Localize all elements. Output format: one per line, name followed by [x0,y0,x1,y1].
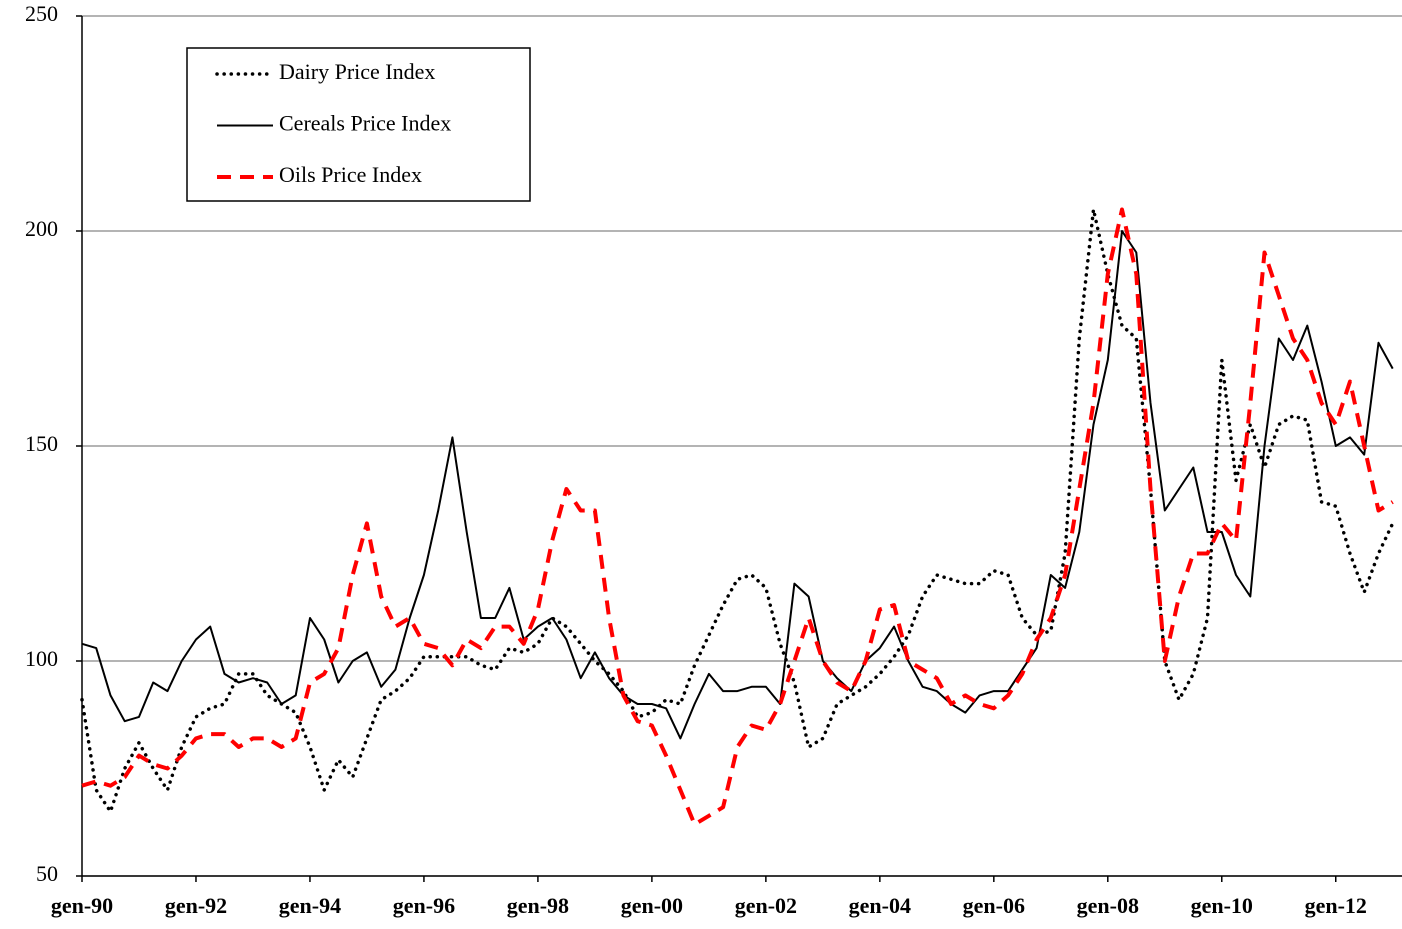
x-tick-label: gen-06 [963,893,1025,918]
legend-label: Dairy Price Index [279,59,435,84]
x-tick-label: gen-96 [393,893,455,918]
x-tick-label: gen-00 [621,893,683,918]
y-tick-label: 150 [25,431,58,456]
series-line [81,207,1394,827]
series-line [81,230,1394,740]
x-tick-label: gen-10 [1191,893,1253,918]
x-tick-label: gen-98 [507,893,569,918]
x-tick-label: gen-92 [165,893,227,918]
x-tick-label: gen-02 [735,893,797,918]
x-tick-label: gen-94 [279,893,341,918]
y-tick-label: 100 [25,646,58,671]
x-tick-label: gen-12 [1305,893,1367,918]
y-tick-label: 50 [36,861,58,886]
y-tick-label: 250 [25,1,58,26]
legend-label: Oils Price Index [279,162,422,187]
x-tick-label: gen-90 [51,893,113,918]
x-tick-label: gen-08 [1077,893,1139,918]
legend-label: Cereals Price Index [279,111,451,136]
x-tick-label: gen-04 [849,893,911,918]
series-line [80,207,1395,814]
y-tick-label: 200 [25,216,58,241]
